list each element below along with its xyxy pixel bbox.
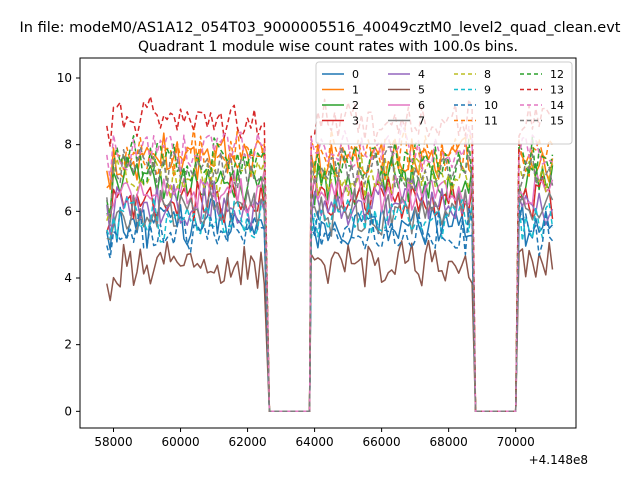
- figure-suptitle: In file: modeM0/AS1A12_054T03_9000005516…: [20, 20, 621, 36]
- series-line-14: [106, 122, 553, 413]
- legend-label-15: 15: [550, 115, 564, 128]
- legend-label-6: 6: [418, 99, 425, 112]
- x-tick-label: 70000: [497, 435, 535, 449]
- legend-label-10: 10: [484, 99, 498, 112]
- x-tick-label: 64000: [296, 435, 334, 449]
- legend-label-11: 11: [484, 115, 498, 128]
- series-line-10: [106, 207, 554, 413]
- series-line-11: [106, 126, 554, 413]
- x-tick-label: 66000: [363, 435, 401, 449]
- series-line-15: [106, 145, 554, 413]
- legend-label-13: 13: [550, 84, 564, 97]
- legend-label-0: 0: [352, 68, 359, 81]
- y-tick-label: 10: [57, 71, 72, 85]
- plot-frame: [79, 57, 577, 429]
- legend-box: [315, 61, 573, 145]
- series-lines: [106, 95, 554, 413]
- y-tick-label: 4: [64, 271, 72, 285]
- series-line-8: [106, 150, 554, 413]
- y-axis: 0 2 4 6 8 10: [57, 71, 80, 418]
- legend-label-7: 7: [418, 115, 425, 128]
- x-tick-label: 60000: [161, 435, 199, 449]
- chart-title: Quadrant 1 module wise count rates with …: [138, 39, 518, 55]
- x-tick-label: 58000: [94, 435, 132, 449]
- y-tick-label: 8: [64, 138, 72, 152]
- y-tick-label: 2: [64, 338, 72, 352]
- legend-label-5: 5: [418, 84, 425, 97]
- x-axis: 58000 60000 62000 64000 66000 68000 70000: [94, 428, 535, 449]
- series-line-5: [106, 239, 554, 413]
- legend-label-1: 1: [352, 84, 359, 97]
- legend-label-14: 14: [550, 99, 564, 112]
- series-line-6: [106, 169, 554, 413]
- legend-label-12: 12: [550, 68, 564, 81]
- x-tick-label: 68000: [430, 435, 468, 449]
- series-line-0: [106, 198, 554, 413]
- y-tick-label: 6: [64, 204, 72, 218]
- x-axis-offset: +4.148e8: [529, 453, 588, 467]
- legend-label-9: 9: [484, 84, 491, 97]
- y-tick-label: 0: [64, 404, 72, 418]
- series-line-9: [106, 197, 554, 413]
- legend-label-4: 4: [418, 68, 425, 81]
- series-line-7: [106, 188, 554, 413]
- x-tick-label: 62000: [228, 435, 266, 449]
- legend-label-3: 3: [352, 115, 359, 128]
- legend-label-2: 2: [352, 99, 359, 112]
- series-line-4: [106, 178, 554, 413]
- legend-label-8: 8: [484, 68, 491, 81]
